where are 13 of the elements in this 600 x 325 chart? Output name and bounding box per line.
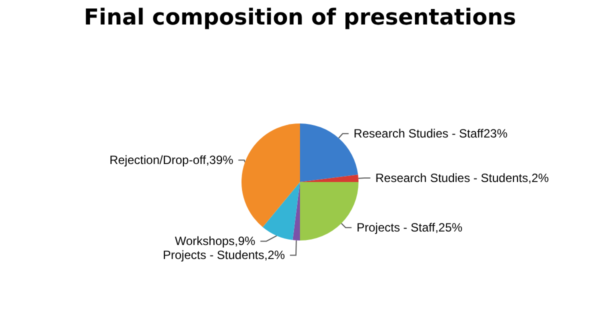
slice-label: Research Studies - Students xyxy=(375,170,528,185)
chart-title: Final composition of presentations xyxy=(84,6,516,30)
slice-label: Projects - Staff xyxy=(356,220,436,235)
data-label: 23% xyxy=(484,126,508,141)
slice-label: Rejection/Drop-off xyxy=(109,153,207,168)
slice-label: Workshops xyxy=(174,234,235,248)
data-label: ,2% xyxy=(528,170,550,185)
data-label: ,9% xyxy=(234,234,256,248)
data-label: ,25% xyxy=(435,220,463,235)
data-label: ,39% xyxy=(206,153,234,168)
slice-label: Research Studies - Staff xyxy=(354,126,484,141)
slice-label: Projects - Students xyxy=(162,248,264,262)
data-label: ,2% xyxy=(264,248,286,262)
